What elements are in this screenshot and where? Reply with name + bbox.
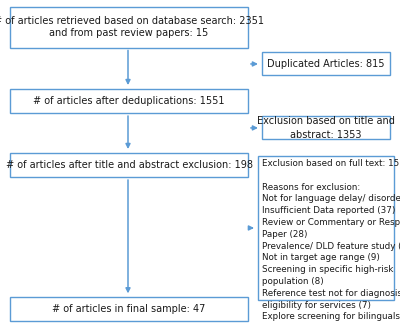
FancyBboxPatch shape: [262, 52, 390, 75]
FancyBboxPatch shape: [10, 153, 248, 177]
Text: Exclusion based on full text: 151

Reasons for exclusion:
Not for language delay: Exclusion based on full text: 151 Reason…: [262, 159, 400, 321]
FancyBboxPatch shape: [262, 116, 390, 139]
FancyBboxPatch shape: [258, 156, 394, 300]
Text: Duplicated Articles: 815: Duplicated Articles: 815: [267, 59, 385, 69]
Text: # of articles after title and abstract exclusion: 198: # of articles after title and abstract e…: [6, 160, 252, 170]
Text: # of articles after deduplications: 1551: # of articles after deduplications: 1551: [33, 96, 225, 106]
Text: # of articles retrieved based on database search: 2351
and from past review pape: # of articles retrieved based on databas…: [0, 16, 264, 38]
Text: Exclusion based on title and
abstract: 1353: Exclusion based on title and abstract: 1…: [257, 116, 395, 139]
FancyBboxPatch shape: [10, 7, 248, 48]
Text: # of articles in final sample: 47: # of articles in final sample: 47: [52, 304, 206, 314]
FancyBboxPatch shape: [10, 297, 248, 321]
FancyBboxPatch shape: [10, 89, 248, 113]
